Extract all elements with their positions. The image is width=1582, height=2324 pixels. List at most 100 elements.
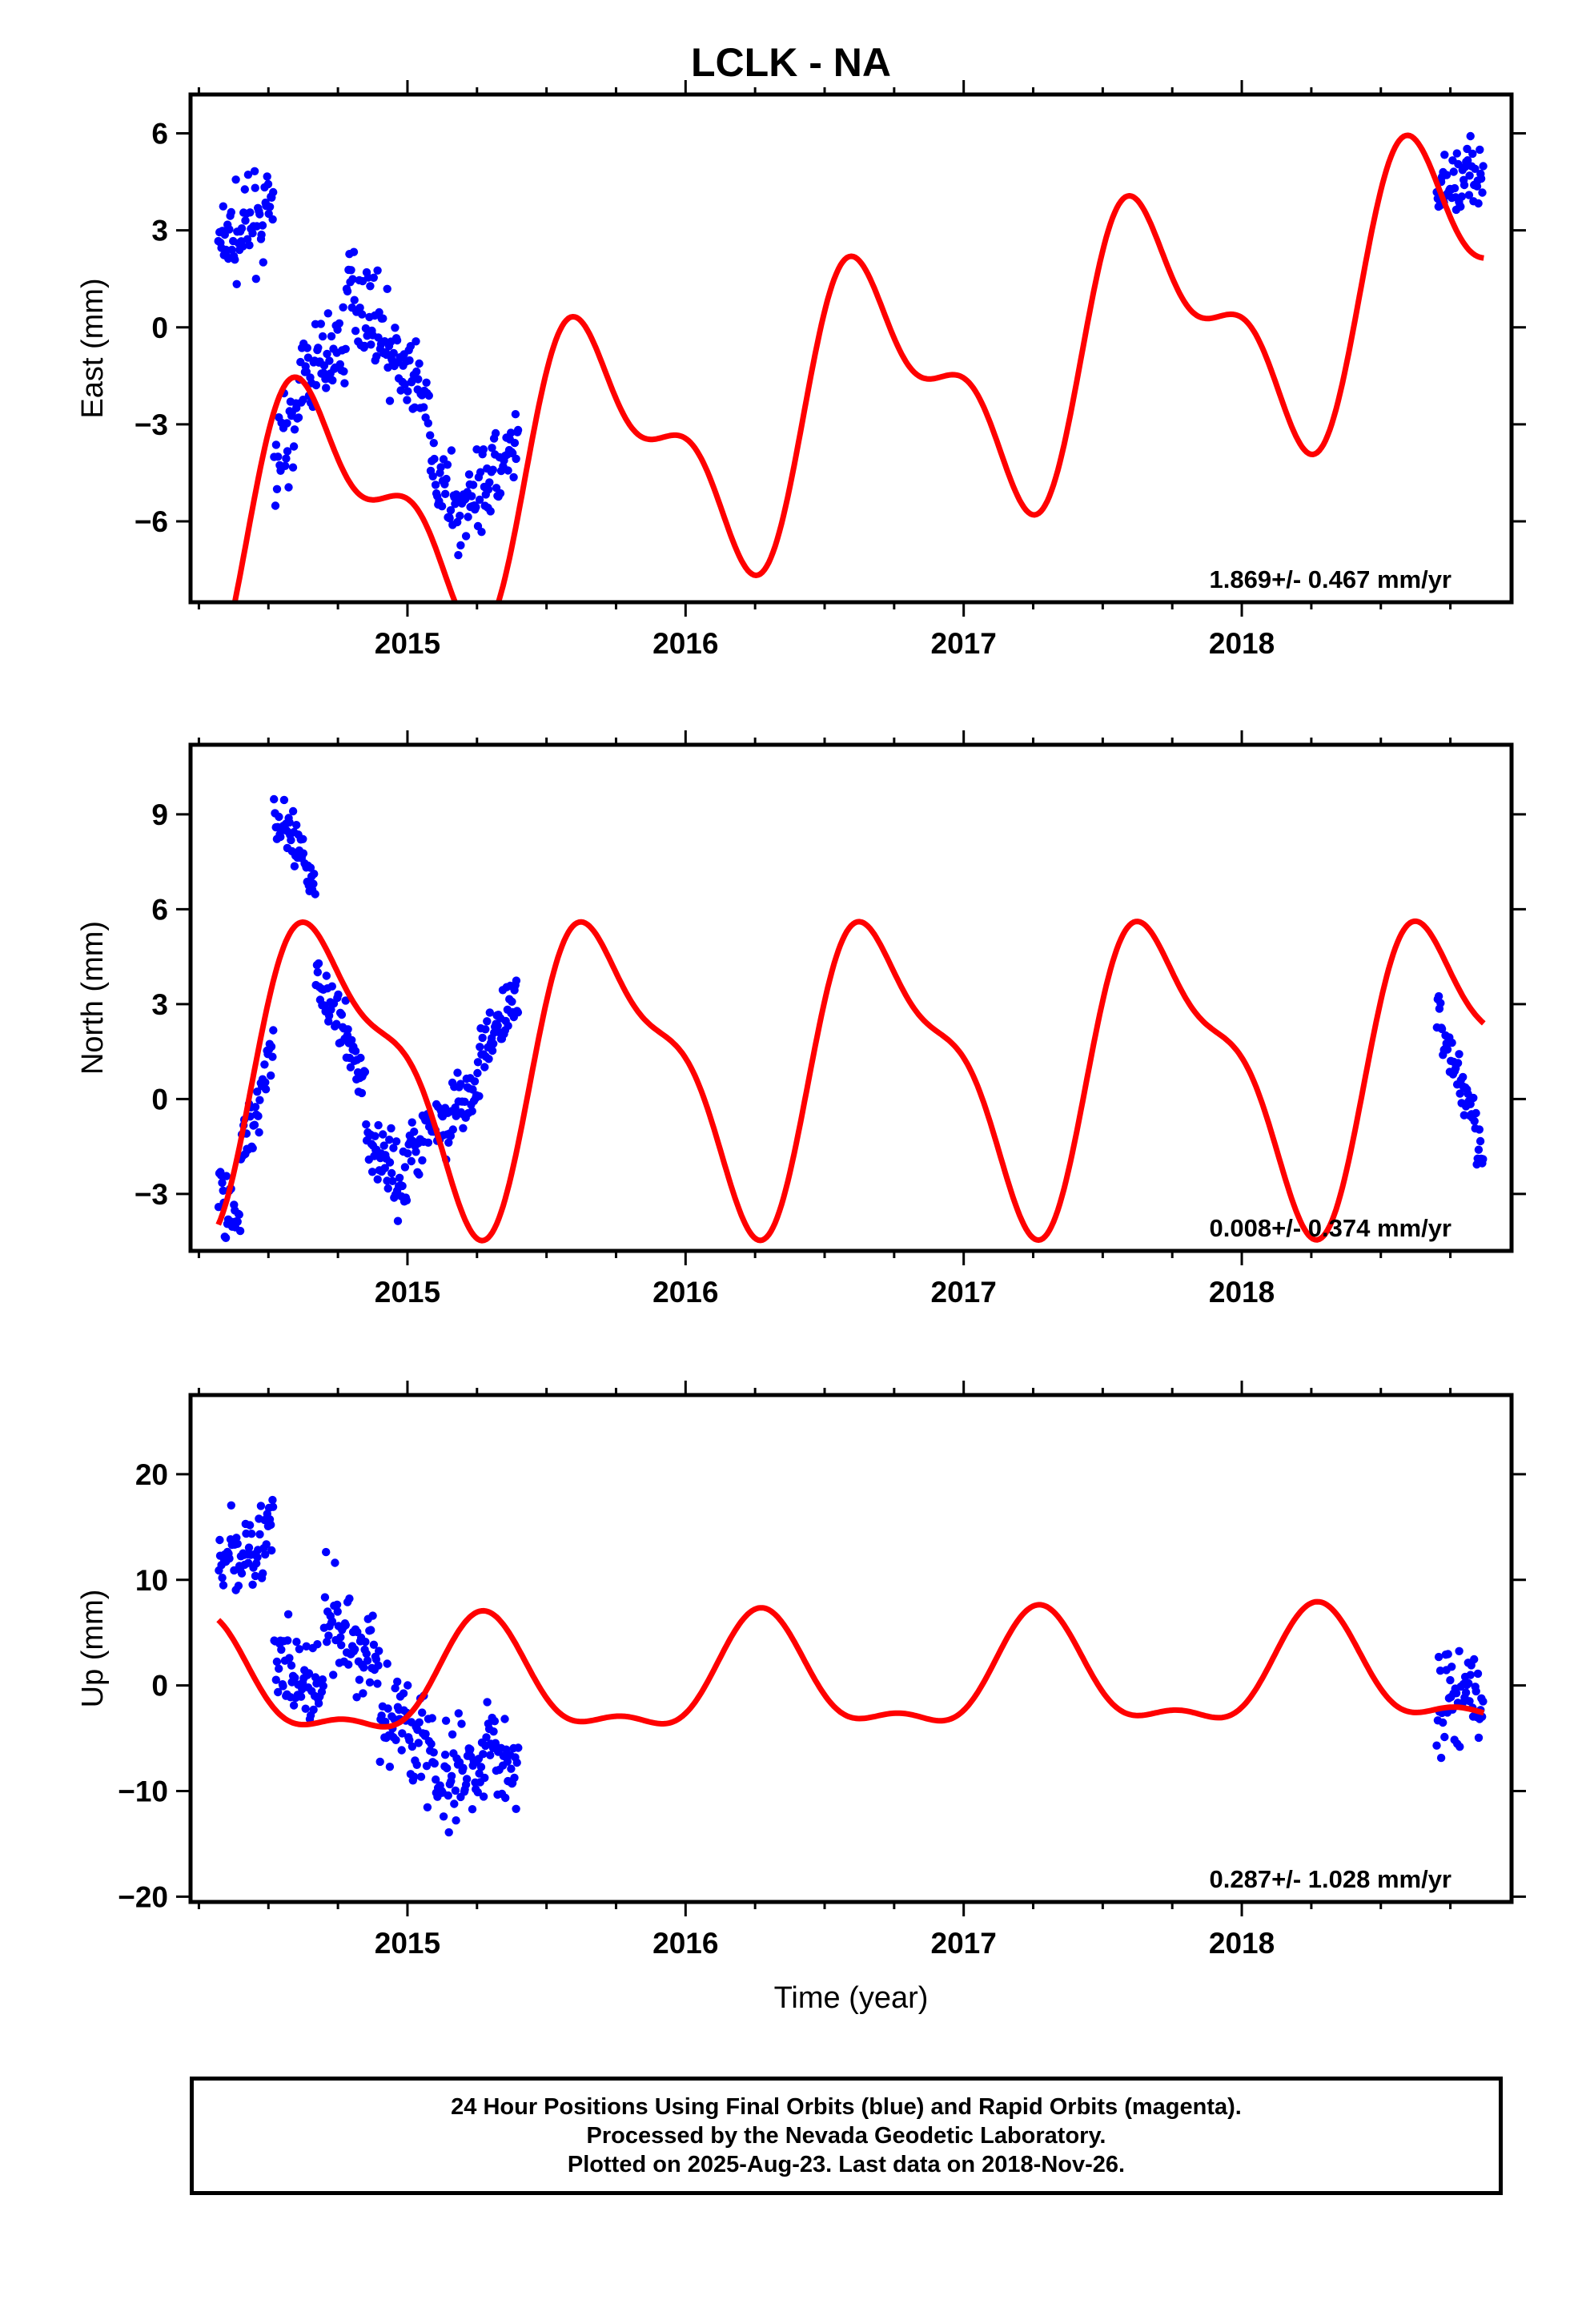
data-point: [247, 1530, 256, 1538]
data-point: [371, 1132, 379, 1140]
data-point: [343, 287, 352, 296]
data-point: [355, 1675, 364, 1684]
data-point: [488, 465, 497, 474]
data-point: [255, 1096, 264, 1104]
data-point: [460, 1097, 469, 1107]
data-point: [310, 870, 319, 879]
data-point: [248, 229, 257, 238]
data-point: [275, 812, 283, 822]
data-point: [512, 976, 521, 985]
data-point: [279, 795, 289, 805]
data-point: [283, 1610, 293, 1619]
x-tick-label: 2018: [1209, 627, 1275, 660]
data-point: [414, 1739, 423, 1747]
data-point: [335, 319, 343, 328]
data-point: [268, 1052, 277, 1061]
data-point: [234, 1582, 243, 1590]
data-point: [262, 1540, 271, 1549]
data-point: [222, 245, 231, 255]
data-point: [1474, 1733, 1484, 1743]
data-point: [479, 1750, 488, 1759]
data-point: [410, 1772, 419, 1781]
data-point: [299, 396, 307, 404]
data-point: [285, 818, 294, 827]
data-point: [479, 1792, 488, 1801]
plot-frame: [188, 92, 1514, 605]
data-point: [456, 511, 464, 521]
data-point: [346, 1063, 355, 1072]
data-point: [1434, 991, 1443, 1001]
data-point: [392, 336, 402, 345]
data-point: [263, 179, 273, 189]
data-point: [1437, 1024, 1447, 1034]
data-point: [314, 959, 323, 968]
data-point: [436, 463, 445, 472]
data-point: [283, 447, 292, 456]
data-point: [227, 245, 236, 255]
data-point: [479, 445, 488, 454]
data-point: [257, 230, 266, 239]
data-point: [447, 1771, 456, 1780]
data-point: [351, 1047, 360, 1055]
data-point: [251, 183, 259, 192]
data-point: [268, 1502, 278, 1511]
data-point: [1439, 1718, 1447, 1727]
data-point: [473, 1787, 482, 1797]
data-point: [476, 1763, 486, 1771]
data-point: [428, 1714, 436, 1723]
data-point: [1472, 1687, 1480, 1696]
data-point: [450, 1799, 459, 1808]
data-point: [225, 1554, 234, 1563]
data-point: [420, 403, 428, 412]
data-point: [253, 1088, 262, 1096]
x-tick-label: 2015: [375, 627, 440, 660]
data-point: [284, 483, 293, 492]
data-point: [432, 1775, 440, 1784]
data-point: [486, 1751, 495, 1759]
data-point: [311, 890, 319, 899]
data-point: [475, 495, 484, 505]
data-point: [1452, 1689, 1461, 1698]
data-point: [1446, 1675, 1455, 1685]
data-point: [383, 363, 392, 372]
data-point: [1479, 1697, 1488, 1706]
data-point: [327, 1617, 337, 1626]
data-point: [385, 396, 395, 405]
data-point: [383, 1184, 392, 1193]
data-point: [360, 1068, 370, 1076]
data-point: [468, 492, 476, 501]
data-point: [391, 1735, 400, 1744]
data-point: [1474, 199, 1483, 208]
data-point: [418, 1708, 427, 1717]
data-point: [352, 1693, 361, 1702]
plot-frame: [188, 1393, 1514, 1904]
data-point: [398, 1181, 407, 1191]
data-point: [281, 461, 290, 470]
data-point: [292, 821, 301, 830]
data-point: [235, 1226, 245, 1236]
data-point: [323, 349, 331, 359]
data-point: [261, 1085, 271, 1094]
data-point: [367, 1168, 377, 1176]
data-point: [359, 1689, 367, 1698]
data-point: [1460, 180, 1469, 190]
y-tick-label: −20: [118, 1880, 168, 1913]
data-point: [511, 410, 520, 419]
data-point: [468, 480, 478, 489]
data-point: [496, 489, 505, 498]
y-tick-label: 20: [135, 1458, 168, 1491]
data-point: [299, 849, 308, 858]
data-point: [407, 1156, 416, 1166]
panels-group: 2015 2016 2017 2018 −6 −3 0 3 6 East (mm) 1.869+/-…: [76, 80, 1526, 2015]
data-point: [446, 506, 456, 515]
data-point: [361, 1638, 370, 1647]
data-point: [1472, 1108, 1480, 1118]
data-point: [1432, 1741, 1441, 1750]
data-point: [291, 1673, 299, 1683]
data-point: [347, 266, 355, 275]
data-point: [337, 1641, 346, 1650]
data-point: [375, 1757, 384, 1767]
data-point: [459, 1124, 468, 1133]
data-point: [500, 1715, 509, 1723]
data-point: [412, 337, 420, 346]
